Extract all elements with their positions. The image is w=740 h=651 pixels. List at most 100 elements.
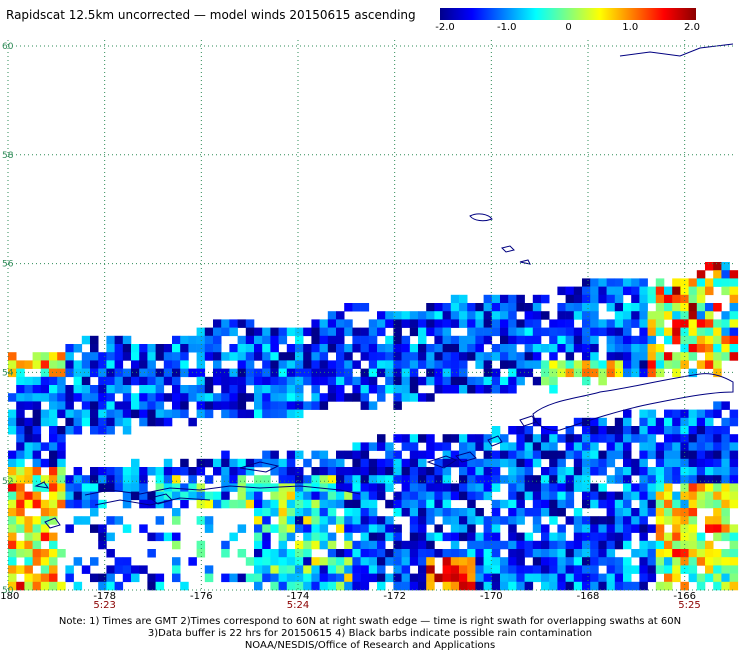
wind-cell (295, 352, 304, 361)
wind-cell (623, 540, 632, 550)
wind-cell (467, 475, 476, 484)
wind-cell (598, 360, 607, 369)
wind-cell (221, 475, 230, 484)
wind-cell (360, 303, 370, 312)
wind-cell (278, 565, 288, 574)
wind-cell (639, 491, 648, 501)
wind-cell (434, 327, 443, 337)
wind-cell (450, 352, 460, 361)
wind-cell (393, 467, 402, 476)
wind-cell (688, 335, 698, 345)
wind-cell (32, 499, 42, 509)
wind-cell (311, 508, 320, 517)
wind-cell (623, 319, 632, 328)
wind-cell (623, 442, 632, 451)
wind-cell (24, 385, 33, 394)
wind-cell (278, 508, 288, 517)
wind-cell (385, 335, 394, 345)
wind-cell (377, 458, 386, 468)
wind-cell (614, 524, 624, 533)
wind-cell (500, 294, 509, 304)
time-label: 5:25 (678, 600, 700, 610)
wind-cell (221, 401, 230, 410)
wind-cell (319, 401, 329, 410)
wind-cell (557, 557, 566, 566)
wind-cell (541, 294, 550, 304)
wind-cell (524, 426, 534, 435)
wind-cell (549, 319, 558, 328)
wind-cell (360, 335, 370, 345)
wind-cell (696, 311, 706, 320)
wind-cell (360, 401, 370, 410)
wind-cell (582, 499, 591, 509)
wind-cell (639, 549, 648, 558)
wind-cell (450, 294, 460, 304)
wind-cell (65, 352, 74, 361)
wind-cell (131, 360, 140, 369)
wind-cell (172, 516, 181, 525)
wind-cell (442, 434, 452, 443)
wind-cell (483, 458, 493, 468)
wind-cell (598, 499, 607, 509)
wind-cell (8, 475, 17, 484)
wind-cell (549, 368, 558, 378)
wind-cell (647, 467, 657, 476)
wind-cell (631, 467, 640, 476)
wind-cell (647, 294, 657, 304)
wind-cell (65, 573, 74, 583)
wind-cell (491, 344, 501, 353)
coastline-segment (455, 451, 477, 463)
wind-cell (237, 319, 247, 328)
wind-cell (491, 352, 501, 361)
wind-cell (327, 344, 337, 353)
wind-cell (245, 491, 255, 501)
wind-cell (459, 467, 468, 476)
wind-cell (442, 467, 452, 476)
wind-cell (713, 319, 722, 328)
wind-cell (393, 499, 402, 509)
wind-cell (721, 327, 730, 337)
wind-cell (368, 344, 378, 353)
wind-cell (180, 483, 189, 492)
wind-cell (336, 565, 345, 574)
wind-cell (57, 401, 66, 410)
wind-cell (286, 376, 296, 386)
wind-cell (696, 532, 706, 542)
wind-cell (196, 540, 206, 550)
wind-cell (106, 417, 115, 427)
wind-cell (639, 303, 648, 312)
wind-cell (368, 565, 378, 574)
wind-cell (524, 483, 534, 492)
wind-cell (122, 344, 132, 353)
wind-cell (549, 335, 558, 345)
wind-cell (442, 450, 452, 460)
wind-cell (393, 508, 402, 517)
wind-cell (278, 532, 288, 542)
wind-cell (508, 573, 517, 583)
wind-cell (40, 376, 50, 386)
wind-cell (483, 450, 493, 460)
wind-cell (664, 434, 673, 443)
wind-cell (655, 516, 665, 525)
wind-cell (122, 426, 132, 435)
wind-cell (188, 417, 197, 427)
wind-cell (459, 360, 468, 369)
wind-cell (688, 278, 698, 287)
wind-cell (172, 352, 181, 361)
wind-cell (180, 491, 189, 501)
wind-cell (434, 491, 443, 501)
wind-cell (557, 450, 566, 460)
wind-cell (131, 565, 140, 574)
wind-cell (270, 581, 279, 591)
wind-cell (65, 393, 74, 402)
wind-cell (606, 532, 616, 542)
wind-cell (172, 573, 181, 583)
wind-cell (303, 491, 312, 501)
wind-cell (516, 376, 525, 386)
wind-cell (688, 499, 698, 509)
wind-cell (270, 327, 279, 337)
wind-cell (459, 311, 468, 320)
wind-cell (319, 491, 329, 501)
wind-cell (16, 516, 25, 525)
wind-cell (508, 442, 517, 451)
